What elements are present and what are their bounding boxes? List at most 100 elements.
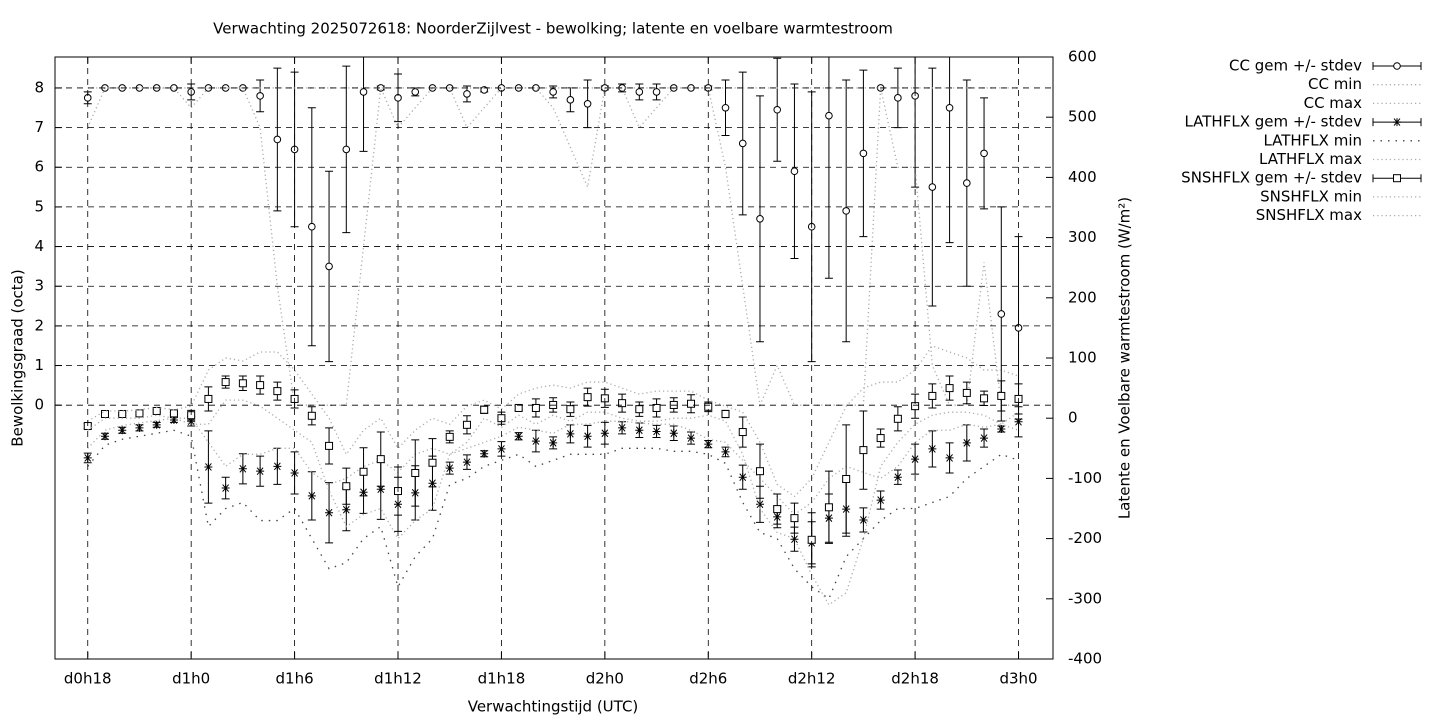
marker (755, 500, 764, 509)
marker (756, 215, 764, 223)
marker (738, 139, 747, 148)
marker (721, 409, 730, 418)
marker (135, 409, 144, 418)
x-tick-label: d1h6 (276, 670, 314, 688)
marker (635, 88, 644, 96)
marker (325, 441, 334, 450)
legend-label: SNSHFLX min (1260, 187, 1362, 205)
marker (876, 434, 885, 443)
y2-tick-label: -100 (1068, 469, 1102, 487)
legend-marker (1393, 62, 1401, 70)
marker (462, 458, 471, 467)
marker (514, 403, 523, 412)
marker (514, 432, 523, 441)
marker (980, 149, 988, 158)
marker (963, 179, 971, 187)
x-tick-label: d2h18 (891, 670, 939, 688)
x-tick-label: d0h18 (64, 670, 112, 688)
marker (618, 399, 627, 408)
marker (135, 423, 144, 432)
marker (618, 423, 627, 432)
marker (876, 496, 885, 505)
marker (583, 432, 592, 441)
y-tick-label: 7 (34, 118, 44, 136)
marker (411, 88, 420, 96)
marker (549, 438, 558, 447)
marker (893, 414, 902, 423)
y-axis-label: Bewolkingsgraad (octa) (9, 269, 27, 446)
marker (256, 467, 265, 476)
y2-tick-label: -200 (1068, 529, 1102, 547)
marker (721, 447, 730, 456)
x-tick-label: d1h18 (478, 670, 526, 688)
legend-label: CC gem +/- stdev (1229, 57, 1362, 75)
marker (342, 145, 351, 154)
marker (238, 464, 247, 473)
marker (100, 409, 109, 418)
marker (463, 90, 471, 98)
marker (152, 406, 161, 415)
y2-tick-label: 200 (1068, 288, 1097, 306)
marker (945, 384, 954, 393)
marker (100, 432, 109, 441)
marker (583, 393, 592, 402)
y-tick-label: 2 (34, 316, 44, 334)
marker (256, 92, 264, 100)
marker (307, 491, 316, 500)
legend-label: CC min (1308, 75, 1362, 93)
marker (531, 403, 540, 412)
marker (273, 462, 282, 471)
marker (256, 381, 265, 390)
marker (204, 394, 213, 403)
marker (738, 428, 747, 437)
y2-tick-label: 100 (1068, 349, 1097, 367)
x-tick-label: d2h12 (788, 670, 836, 688)
marker (376, 455, 385, 464)
y2-axis-label: Latente en Voelbare warmtestroom (W/m²) (1116, 197, 1134, 519)
marker (308, 222, 316, 231)
legend-marker (1393, 174, 1401, 183)
plot-area (83, 57, 1023, 606)
marker (325, 508, 334, 517)
marker (773, 505, 782, 514)
marker (790, 167, 799, 176)
y2-tick-label: 400 (1068, 168, 1097, 186)
marker (859, 446, 868, 455)
marker (376, 485, 385, 494)
marker (359, 88, 368, 96)
marker (652, 427, 661, 436)
marker (997, 425, 1006, 434)
marker (307, 411, 316, 420)
marker (635, 426, 644, 435)
marker (273, 135, 282, 144)
marker (118, 426, 127, 435)
marker (755, 467, 764, 476)
line (87, 429, 1019, 600)
chart-title: Verwachting 2025072618: NoorderZijlvest … (213, 20, 893, 38)
marker (480, 449, 489, 458)
marker (928, 183, 937, 191)
marker (894, 94, 902, 102)
marker (652, 88, 661, 96)
line (87, 345, 1019, 498)
marker (566, 405, 575, 414)
legend-label: SNSHFLX gem +/- stdev (1181, 169, 1362, 187)
marker (566, 96, 575, 104)
marker (721, 103, 730, 112)
marker (325, 262, 333, 271)
y2-tick-label: 600 (1068, 48, 1097, 66)
marker (445, 432, 454, 441)
marker (411, 468, 420, 477)
marker (566, 429, 575, 438)
legend-label: LATHFLX min (1263, 131, 1362, 149)
y2-tick-label: -300 (1068, 589, 1102, 607)
marker (859, 149, 868, 158)
error-bar (945, 57, 954, 244)
marker (980, 394, 989, 403)
y2-tick-label: -400 (1068, 650, 1102, 668)
marker (273, 387, 282, 396)
marker (445, 464, 454, 473)
marker (204, 462, 213, 471)
